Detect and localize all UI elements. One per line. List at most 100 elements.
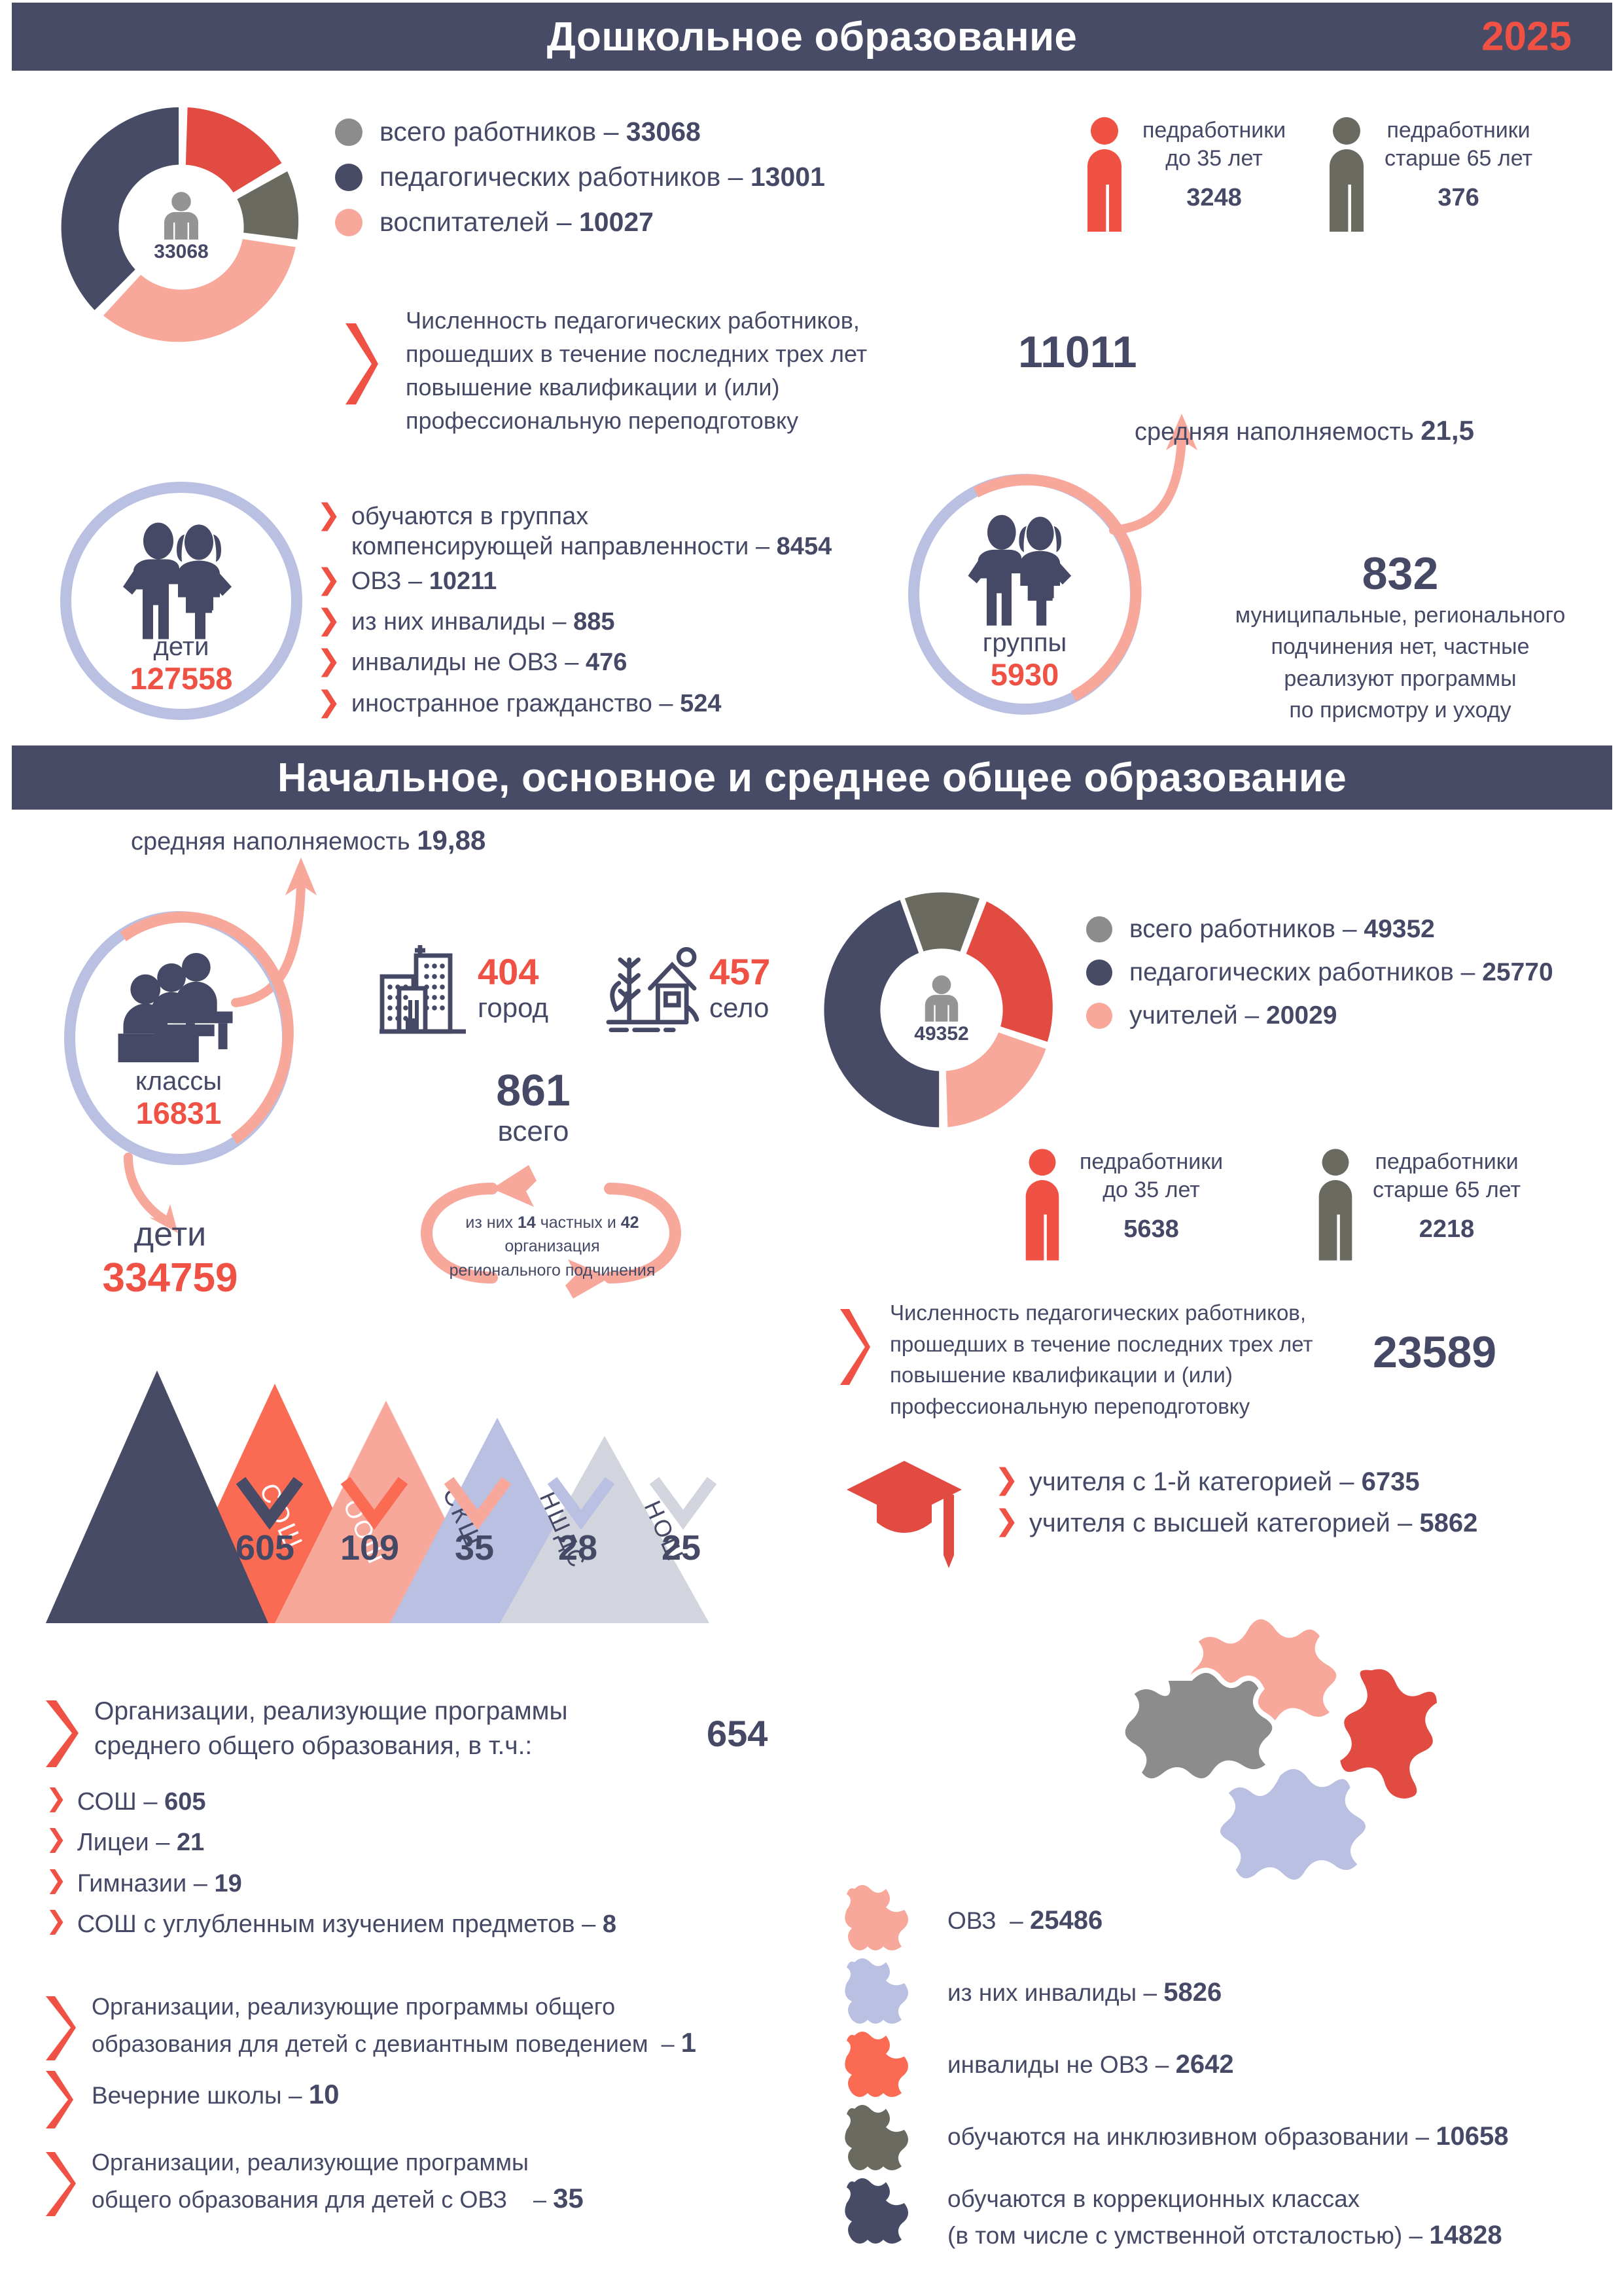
chevron-icon: ❯ (995, 1463, 1019, 1496)
pstat-label-2: старше 65 лет (1385, 145, 1533, 171)
deviant-dash: – (661, 2030, 675, 2058)
preschool-staff-donut: 33068 (54, 99, 309, 355)
qual-line-2: прошедших в течение последних трех лет (406, 340, 868, 368)
general-staff-under35: педработники до 35 лет 5638 (1018, 1148, 1223, 1263)
village-icon (606, 947, 699, 1032)
item-text-1: обучаются в группах (351, 503, 589, 530)
chevron-right-icon (46, 2071, 73, 2128)
puzzle-chip-column (845, 1885, 908, 2244)
arrow-down-icon (124, 1153, 178, 1233)
chevron-right-icon (345, 323, 378, 404)
chevron-icon: ❯ (46, 1907, 67, 1935)
general-org-list-header: Организации, реализующие программы средн… (94, 1694, 568, 1763)
legend-label-text: учителей (1129, 1001, 1238, 1030)
donut2-center-value: 49352 (914, 1023, 969, 1045)
ovz-value: 25486 (1030, 1906, 1103, 1935)
list-item: ❯ Лицеи – 21 (46, 1827, 616, 1857)
chevron-icon: ❯ (317, 685, 341, 718)
note-line-2: регионального подчинения (449, 1261, 656, 1280)
ovz-value: 2642 (1175, 2050, 1234, 2079)
chevron-right-icon (46, 2152, 76, 2216)
qual-line-2: прошедших в течение последних трех лет (890, 1331, 1313, 1356)
general-org-list-value: 654 (707, 1713, 768, 1754)
qual-line-1: Численность педагогических работников, (406, 307, 860, 334)
puzzle-piece-periwinkle (1215, 1764, 1371, 1885)
list-item: ❯ учителя с 1-й категорией – 6735 (995, 1463, 1477, 1498)
chevron-right-icon (840, 1309, 870, 1385)
private-line-4: по присмотру и уходу (1289, 697, 1511, 723)
ovz-item-1: из них инвалиды – 5826 (947, 1975, 1222, 2010)
pstat-label-2: до 35 лет (1103, 1177, 1200, 1202)
preschool-children-value: 127558 (130, 661, 233, 696)
classroom-icon (118, 952, 233, 1063)
ovz-label: инвалиды не ОВЗ (947, 2051, 1149, 2078)
item-text-2: компенсирующей направленности (351, 533, 749, 561)
pstat-label-2: до 35 лет (1165, 145, 1263, 171)
chevron-right-icon (46, 1996, 76, 2060)
category-value: 5862 (1419, 1508, 1478, 1537)
legend-item: учителей – 20029 (1086, 1001, 1553, 1030)
legend-label-text: воспитателей (380, 207, 550, 237)
item-text-1: иностранное гражданство (351, 689, 652, 717)
general-evening-schools: Вечерние школы – 10 (92, 2076, 340, 2112)
private-line-3: реализуют программы (1284, 666, 1517, 691)
vee-oosh (340, 1477, 408, 1530)
legend-value: 10027 (578, 207, 654, 237)
general-ovz-org: Организации, реализующие программы общег… (92, 2145, 584, 2218)
legend-item: педагогических работников – 25770 (1086, 958, 1553, 987)
mountain-value-sosh: 605 (235, 1528, 295, 1568)
general-staff-legend: всего работников – 49352 педагогических … (1086, 915, 1553, 1045)
vee-sosh (236, 1477, 304, 1530)
general-total-orgs-value: 861 (496, 1066, 571, 1115)
org-value: 605 (164, 1788, 206, 1816)
qual-line-4: профессиональную переподготовку (890, 1393, 1250, 1418)
legend-label-text: педагогических работников (1129, 958, 1454, 986)
chip-navy (845, 2178, 908, 2244)
donut-svg (56, 101, 304, 348)
item-dash: – (552, 608, 567, 636)
item-dash: – (565, 649, 579, 677)
legend-value: 13001 (750, 162, 825, 192)
org-header-line-1: Организации, реализующие программы (94, 1697, 568, 1725)
qual-line-3: повышение квалификации и (или) (406, 374, 780, 401)
note-mid: частных и (535, 1213, 621, 1232)
org-label: Гимназии (77, 1869, 187, 1897)
list-item: ❯ учителя с высшей категорией – 5862 (995, 1506, 1478, 1539)
chevron-icon: ❯ (317, 645, 341, 677)
legend-item: педагогических работников – 13001 (335, 162, 825, 192)
ovz-value: 10658 (1436, 2122, 1509, 2151)
legend-dot-navy (1086, 960, 1112, 986)
school-types-mountains: СОШ ООШ СКШ НШДС НОШ (46, 1371, 709, 1623)
item-dash: – (755, 533, 770, 561)
preschool-qualification-text: Численность педагогических работников, п… (406, 304, 867, 437)
legend-dot-gray (335, 118, 362, 146)
list-item: ❯ из них инвалиды – 885 (317, 606, 879, 637)
general-avg-fill-label: средняя наполняемость 19,88 (131, 822, 485, 858)
curved-arrow-icon (1109, 414, 1197, 535)
general-children-caption: дети (133, 1215, 207, 1253)
legend-dash: – (603, 117, 619, 147)
general-village-value: 457 (709, 951, 771, 992)
person-gray-icon (1318, 1149, 1352, 1261)
chip-darkgray (845, 2105, 908, 2170)
list-item: ❯ иностранное гражданство – 524 (317, 685, 879, 719)
mountain-value-sksh: 35 (454, 1528, 495, 1568)
avg-label: средняя наполняемость (131, 828, 410, 855)
legend-dash: – (1342, 915, 1357, 943)
general-deviant-org: Организации, реализующие программы общег… (92, 1990, 696, 2062)
note-pre: из них (465, 1213, 518, 1232)
general-staff-over65: педработники старше 65 лет 2218 (1311, 1148, 1521, 1263)
org-header-line-2: среднего общего образования, в т.ч.: (94, 1732, 533, 1761)
vee-sksh (444, 1477, 512, 1530)
preschool-private-note: муниципальные, регионального подчинения … (1210, 600, 1590, 726)
general-city-label: город (478, 992, 549, 1023)
person-red-icon (1025, 1149, 1059, 1261)
deviant-value: 1 (680, 2027, 697, 2058)
person-red-icon (1087, 117, 1121, 232)
preschool-staff-over65: педработники старше 65 лет 376 (1322, 117, 1532, 234)
legend-value: 25770 (1482, 958, 1553, 986)
general-teacher-categories: ❯ учителя с 1-й категорией – 6735 ❯ учит… (995, 1463, 1478, 1550)
qual-line-4: профессиональную переподготовку (406, 407, 799, 435)
legend-dash: – (556, 207, 572, 237)
puzzle-graphic (1120, 1614, 1443, 1885)
